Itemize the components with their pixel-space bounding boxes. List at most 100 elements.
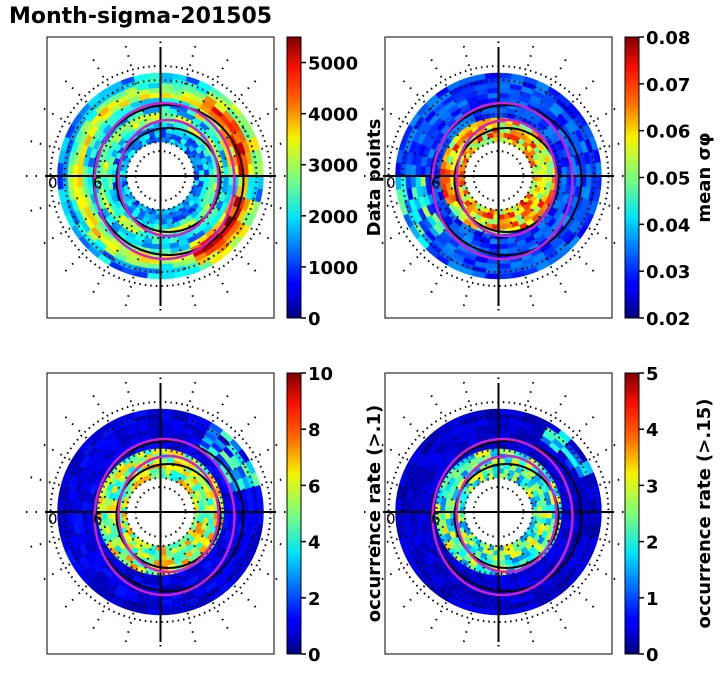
heatmap-cell	[498, 224, 506, 230]
heatmap-cell	[405, 511, 412, 525]
heatmap-cell	[485, 268, 499, 275]
mlt-spoke	[124, 45, 152, 140]
heatmap-cell	[57, 498, 64, 513]
mlt-spoke	[462, 212, 490, 307]
mlt-spoke	[530, 194, 616, 245]
heatmap-cell	[106, 511, 113, 520]
heatmap-cell	[410, 500, 417, 513]
mlt-spoke	[516, 58, 567, 144]
heatmap-cell	[595, 162, 602, 177]
heatmap-cell	[485, 604, 499, 611]
colorbar-gradient	[286, 372, 302, 655]
heatmap-cell	[484, 408, 499, 416]
heatmap-cell	[223, 166, 230, 177]
heatmap-cell	[247, 163, 254, 177]
mlt-spoke	[196, 184, 292, 212]
colorbar-gradient	[624, 36, 640, 319]
heatmap-cell	[498, 243, 509, 250]
colorbar-tick-label: 1000	[308, 258, 358, 279]
mlt-spoke	[43, 107, 129, 158]
heatmap-cell	[81, 501, 88, 513]
heatmap-cell	[101, 504, 108, 513]
mlt-spoke	[192, 530, 278, 581]
mlt-spoke	[43, 443, 129, 494]
mlt-spoke	[43, 194, 129, 245]
heatmap-cell	[160, 224, 168, 230]
mlt-spoke	[92, 544, 143, 630]
heatmap-cell	[151, 238, 161, 245]
heatmap-cell	[151, 574, 161, 581]
heatmap-cell	[160, 428, 172, 435]
mlt-spoke	[64, 415, 135, 486]
boundary-circle	[115, 127, 222, 233]
mlt-spoke	[92, 208, 143, 294]
heatmap-cell	[106, 175, 113, 184]
heatmap-cell	[72, 175, 79, 188]
colorbar-tick-label: 4000	[308, 105, 358, 126]
colorbar-tick-label: 0	[308, 309, 321, 330]
heatmap-cell	[400, 511, 407, 526]
heatmap-cell	[62, 175, 69, 190]
heatmap-cell	[424, 175, 431, 186]
panel-label-mid: 6	[431, 510, 441, 528]
mlt-spoke	[524, 79, 595, 150]
heatmap-cell	[67, 175, 74, 189]
heatmap-cell	[160, 443, 170, 450]
heatmap-cell	[498, 122, 506, 128]
oval-inner	[455, 118, 558, 238]
heatmap-cell	[160, 408, 175, 416]
colorbar-tick-label: 4	[646, 420, 659, 441]
heatmap-cell	[208, 168, 215, 177]
heatmap-cell	[414, 500, 422, 513]
heatmap-cell	[160, 238, 170, 245]
mlt-spoke	[29, 520, 125, 548]
colorbar-tick-label: 0.02	[646, 309, 690, 330]
heatmap-cell	[160, 107, 170, 114]
heatmap-cell	[153, 224, 161, 230]
colorbar-tick-label: 0.05	[646, 169, 690, 190]
figure-title: Month-sigma-201505	[9, 4, 273, 29]
mlt-spoke	[186, 202, 257, 273]
colorbar-tick-label: 4	[308, 533, 321, 554]
heatmap-cell	[424, 511, 431, 522]
heatmap-cell	[160, 72, 175, 80]
mlt-spoke	[64, 202, 135, 273]
heatmap-cell	[101, 175, 108, 184]
heatmap-cell	[498, 579, 509, 586]
heatmap-cell	[106, 504, 113, 513]
heatmap-cell	[72, 511, 79, 524]
heatmap-cell	[439, 504, 446, 513]
heatmap-cell	[148, 418, 161, 425]
heatmap-cell	[489, 574, 499, 581]
heatmap-cell	[148, 423, 161, 430]
heatmap-cell	[439, 168, 446, 177]
heatmap-cell	[257, 162, 264, 177]
heatmap-cell	[489, 443, 499, 450]
mlt-spoke	[402, 79, 473, 150]
heatmap-cell	[160, 272, 175, 280]
mlt-spoke	[186, 538, 257, 609]
mlt-spoke	[381, 107, 467, 158]
heatmap-cell	[160, 263, 173, 270]
heatmap-cell	[491, 560, 499, 566]
colorbar-tick-label: 3000	[308, 156, 358, 177]
heatmap-cell	[57, 175, 64, 190]
heatmap-cell	[160, 608, 175, 616]
mlt-spoke	[196, 140, 292, 168]
heatmap-cell	[86, 175, 93, 186]
heatmap-cell	[487, 428, 499, 435]
heatmap-cell	[247, 499, 254, 513]
mlt-spoke	[402, 202, 473, 273]
heatmap-cell	[419, 501, 426, 513]
heatmap-cell	[106, 168, 113, 177]
heatmap-cell	[160, 584, 172, 591]
colorbar-tick-label: 8	[308, 420, 321, 441]
colorbar-tick-label: 5000	[308, 54, 358, 75]
heatmap-cell	[486, 418, 499, 425]
heatmap-cell	[486, 263, 499, 270]
heatmap-cell	[151, 443, 161, 450]
colorbar-tick-label: 0.04	[646, 215, 690, 236]
colorbar-tick-label: 2	[646, 533, 659, 554]
panel-label-mid: 6	[93, 510, 103, 528]
